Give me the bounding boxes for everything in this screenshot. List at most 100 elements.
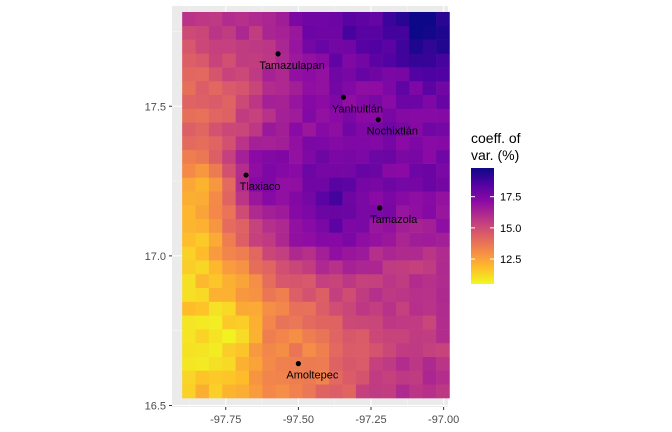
heatmap-cell — [382, 384, 397, 399]
heatmap-cell — [248, 370, 263, 385]
location-label: Tamazola — [370, 214, 418, 226]
heatmap-cell — [436, 356, 450, 371]
heatmap-cell — [248, 315, 263, 330]
heatmap-cell — [395, 191, 410, 206]
heatmap-cell — [355, 273, 370, 289]
heatmap-cell — [275, 67, 290, 82]
heatmap-cell — [275, 301, 290, 316]
heatmap-cell — [289, 329, 303, 344]
heatmap-cell — [262, 122, 277, 137]
x-axis-tick-label: -97.50 — [283, 414, 314, 426]
heatmap-cell — [315, 163, 330, 178]
heatmap-cell — [369, 122, 383, 137]
heatmap-cell — [262, 149, 277, 164]
heatmap-cell — [289, 205, 303, 220]
heatmap-cell — [222, 260, 236, 275]
heatmap-cell — [235, 39, 250, 54]
heatmap-cell — [302, 25, 317, 40]
heatmap-cell — [289, 301, 303, 316]
heatmap-cell — [208, 370, 223, 385]
heatmap-cell — [315, 246, 330, 261]
heatmap-cell — [342, 177, 357, 192]
heatmap-cell — [235, 218, 250, 233]
heatmap-cell — [329, 218, 343, 233]
heatmap-cell — [262, 136, 277, 151]
heatmap-cell — [395, 205, 410, 220]
heatmap-cell — [342, 163, 357, 178]
heatmap-cell — [302, 260, 317, 275]
heatmap-cell — [235, 67, 250, 82]
heatmap-cell — [262, 11, 277, 27]
heatmap-cell — [342, 108, 357, 123]
heatmap-cell — [262, 246, 277, 261]
heatmap-cell — [355, 246, 370, 261]
heatmap-cell — [355, 67, 370, 82]
heatmap-cell — [315, 53, 330, 68]
heatmap-cell — [422, 108, 437, 123]
heatmap-cell — [302, 11, 317, 27]
heatmap-cell — [369, 80, 383, 96]
heatmap-cell — [355, 191, 370, 206]
heatmap-cell — [195, 67, 210, 82]
heatmap-cell — [262, 218, 277, 233]
heatmap-cell — [248, 273, 263, 289]
heatmap-cell — [235, 11, 250, 27]
heatmap-cell — [369, 218, 383, 233]
heatmap-cell — [289, 232, 303, 247]
heatmap-cell — [195, 94, 210, 109]
heatmap-cell — [289, 218, 303, 233]
heatmap-cell — [235, 122, 250, 137]
heatmap-cell — [302, 80, 317, 96]
heatmap-cell — [342, 370, 357, 385]
heatmap-cell — [289, 260, 303, 275]
heatmap-cell — [329, 315, 343, 330]
heatmap-cell — [329, 260, 343, 275]
heatmap-cell — [369, 136, 383, 151]
heatmap-cell — [262, 273, 277, 289]
heatmap-cell — [409, 260, 424, 275]
x-axis-tick-label: -97.75 — [210, 414, 241, 426]
heatmap-cell — [355, 342, 370, 357]
heatmap-cell — [409, 370, 424, 385]
heatmap-cell — [302, 122, 317, 137]
heatmap-cell — [195, 25, 210, 40]
heatmap-cell — [222, 384, 236, 399]
heatmap-cell — [262, 287, 277, 302]
heatmap-cell — [208, 342, 223, 357]
heatmap-cell — [422, 191, 437, 206]
location-labels: Tamazulapan Yanhuitlán Nochixtlán Tlaxiaco T… — [240, 60, 419, 382]
heatmap-cell — [436, 53, 450, 68]
heatmap-cell — [208, 80, 223, 96]
heatmap-cell — [329, 53, 343, 68]
heatmap-cell — [195, 53, 210, 68]
heatmap-cell — [395, 384, 410, 399]
heatmap-cell — [436, 136, 450, 151]
location-label: Nochixtlán — [367, 126, 418, 138]
heatmap-cell — [222, 149, 236, 164]
heatmap-cell — [248, 80, 263, 96]
heatmap-cell — [248, 246, 263, 261]
heatmap-cell — [315, 191, 330, 206]
heatmap-cell — [235, 370, 250, 385]
location-point — [275, 51, 281, 57]
heatmap-cell — [342, 218, 357, 233]
heatmap-cell — [289, 315, 303, 330]
heatmap-cell — [222, 273, 236, 289]
heatmap-cell — [302, 356, 317, 371]
heatmap-cell — [422, 177, 437, 192]
heatmap-cell — [382, 122, 397, 137]
heatmap-cell — [409, 94, 424, 109]
heatmap-cell — [436, 39, 450, 54]
heatmap-cell — [409, 329, 424, 344]
heatmap-cell — [436, 80, 450, 96]
heatmap-cell — [355, 80, 370, 96]
heatmap-cell — [315, 67, 330, 82]
heatmap-cell — [275, 191, 290, 206]
heatmap-cell — [222, 25, 236, 40]
heatmap-cell — [275, 177, 290, 192]
heatmap-cell — [436, 287, 450, 302]
heatmap-cell — [262, 39, 277, 54]
heatmap-cell — [289, 287, 303, 302]
heatmap-cell — [248, 191, 263, 206]
heatmap-cell — [248, 94, 263, 109]
